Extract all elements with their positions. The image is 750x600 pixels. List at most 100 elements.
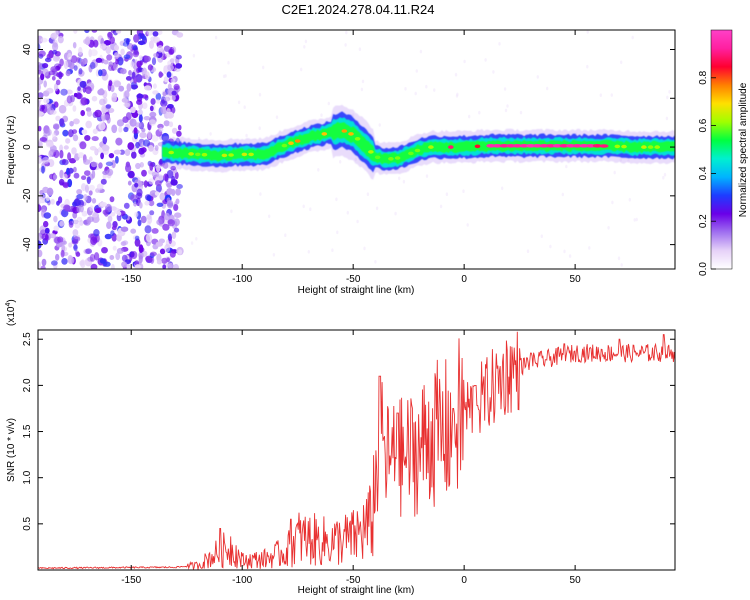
noise-speckle [161,257,168,264]
noise-speckle [175,54,182,60]
noise-speckle [144,225,152,234]
noise-speckle [110,212,116,217]
noise-speckle [49,109,57,115]
noise-speckle [41,233,49,241]
noise-speckle [620,60,623,65]
noise-speckle [177,124,182,131]
noise-speckle [60,249,65,258]
colorbar-tick-label: 0.2 [698,214,709,228]
noise-speckle [121,97,129,103]
noise-speckle [46,187,54,196]
noise-speckle [99,88,104,93]
noise-speckle [73,118,80,125]
noise-speckle [38,204,42,212]
noise-speckle [94,252,100,261]
noise-speckle [121,261,127,268]
noise-speckle [163,120,170,127]
noise-speckle [53,225,60,232]
noise-speckle [166,257,171,263]
noise-speckle [309,207,312,211]
noise-speckle [466,223,469,227]
noise-speckle [84,170,91,177]
ridge-peak [388,157,394,161]
noise-speckle [94,109,102,118]
noise-speckle [123,202,130,209]
noise-speckle [633,218,636,222]
noise-speckle [88,190,93,196]
noise-speckle [173,218,180,227]
noise-speckle [58,178,65,186]
noise-speckle [141,35,147,41]
noise-speckle [159,158,164,165]
noise-speckle [59,149,64,159]
x-tick-label: 50 [570,274,582,285]
noise-speckle [123,54,131,59]
noise-speckle [133,77,138,84]
noise-speckle [40,265,46,269]
noise-speckle [158,71,163,78]
noise-speckle [237,100,241,105]
ridge-peak [552,144,562,148]
x-tick-label: -150 [121,274,141,285]
ridge-peak [374,155,381,160]
noise-speckle [86,176,91,185]
noise-speckle [118,85,125,92]
noise-speckle [124,90,130,99]
noise-speckle [38,125,42,132]
y-tick-label: 20 [22,92,33,104]
noise-speckle [84,30,90,34]
noise-speckle [501,186,504,191]
noise-speckle [106,221,112,229]
noise-speckle [125,76,132,81]
noise-speckle [69,158,77,164]
ridge-peak [195,152,201,157]
chart-title: C2E1.2024.278.04.11.R24 [281,2,435,17]
noise-speckle [86,216,92,225]
noise-speckle [159,248,166,255]
noise-speckle [209,132,212,136]
noise-speckle [59,58,64,67]
noise-speckle [63,145,69,150]
noise-speckle [134,264,141,269]
noise-speckle [88,156,93,162]
ridge-peak [599,144,609,148]
noise-speckle [168,48,175,55]
colorbar-label: Normalized spectral amplitude [738,82,749,217]
noise-speckle [284,233,287,237]
noise-speckle [635,217,638,222]
noise-speckle [102,174,107,179]
noise-speckle [462,189,465,193]
noise-speckle [147,130,152,140]
noise-speckle [375,206,379,211]
noise-speckle [102,209,109,215]
noise-speckle [40,37,48,43]
noise-speckle [227,60,230,65]
noise-speckle [43,80,47,88]
noise-speckle [149,210,155,216]
noise-speckle [148,145,154,152]
noise-speckle [192,53,196,58]
noise-speckle [132,50,140,58]
noise-speckle [79,219,84,226]
noise-speckle [51,76,56,81]
noise-speckle [83,194,88,201]
noise-speckle [79,141,87,150]
scale-factor-exponent: 4 [5,303,12,307]
scale-factor-text: (x104) [5,299,17,326]
noise-speckle [60,88,68,96]
noise-speckle [498,42,501,46]
noise-speckle [138,114,143,123]
ridge-peak [221,153,228,158]
noise-speckle [93,229,100,237]
ridge-peak [294,139,301,143]
noise-speckle [153,53,159,58]
ridge-band-3 [162,121,675,165]
colorbar: 0.0 0.2 0.4 0.6 0.8 Normalized spectral ampl… [698,29,749,276]
noise-speckle [102,136,108,145]
noise-speckle [80,97,88,106]
noise-speckle [48,70,56,76]
noise-speckle [105,46,112,54]
x-tick-label: -100 [232,274,252,285]
noise-speckle [156,259,162,265]
noise-speckle [162,91,167,97]
